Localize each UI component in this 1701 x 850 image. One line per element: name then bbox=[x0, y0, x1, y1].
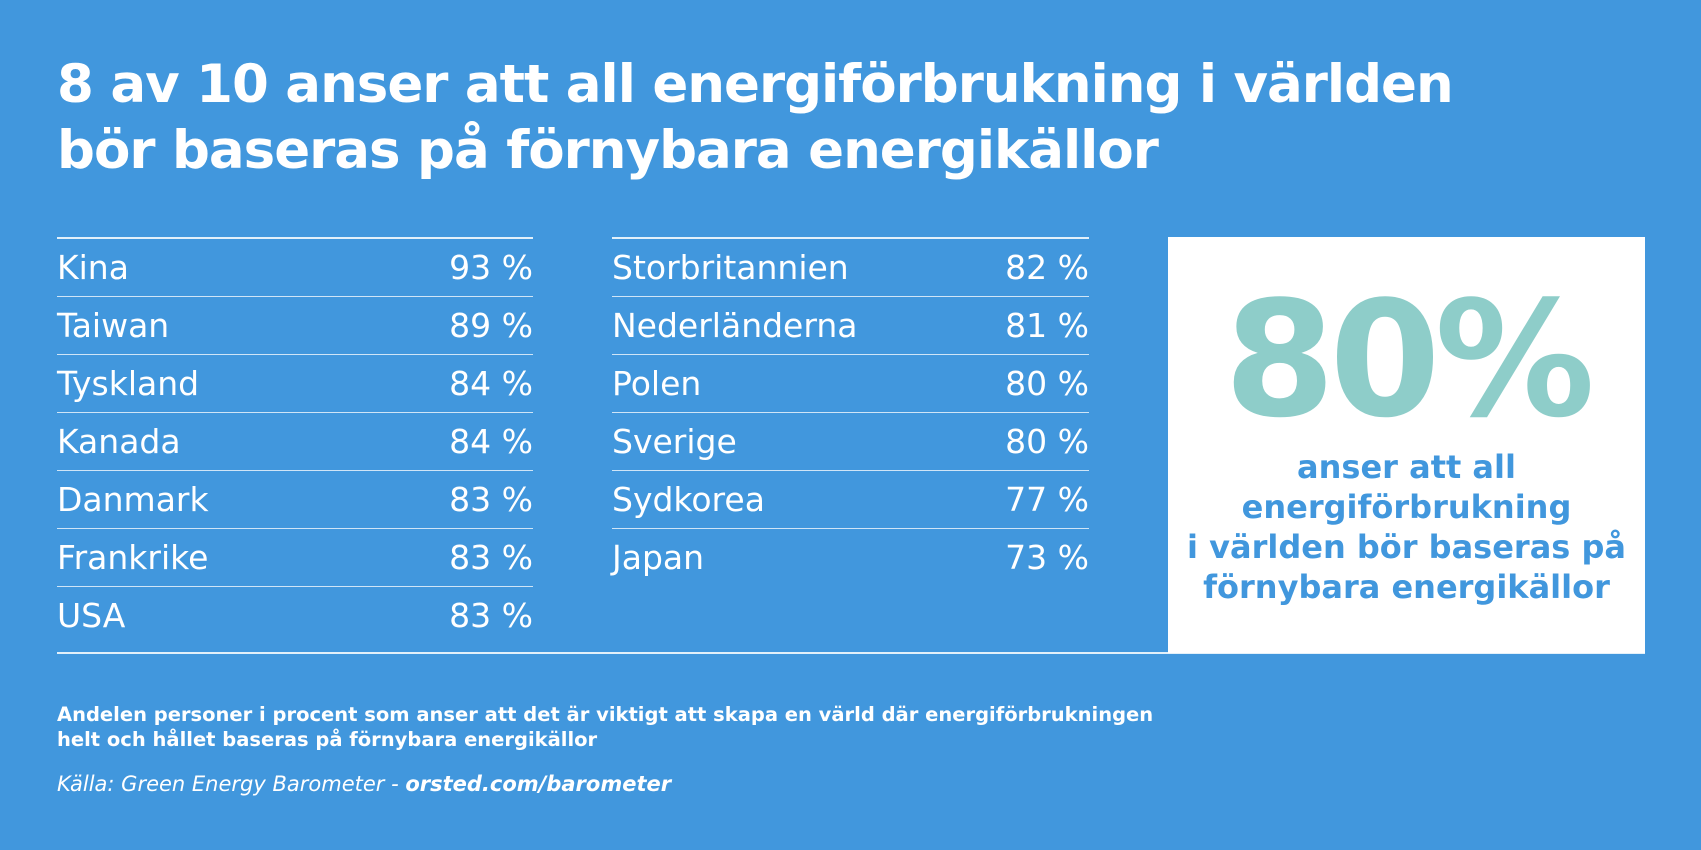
country-percentage: 77 % bbox=[1005, 480, 1089, 519]
highlight-caption-line: i världen bör baseras på bbox=[1187, 528, 1626, 566]
table-row: Sydkorea 77 % bbox=[612, 471, 1089, 529]
country-percentage: 80 % bbox=[1005, 422, 1089, 461]
country-table-right: Storbritannien 82 % Nederländerna 81 % Polen… bbox=[612, 237, 1089, 586]
table-row: Japan 73 % bbox=[612, 529, 1089, 586]
table-row: Nederländerna 81 % bbox=[612, 297, 1089, 355]
country-percentage: 83 % bbox=[449, 538, 533, 577]
country-percentage: 93 % bbox=[449, 248, 533, 287]
table-row: USA 83 % bbox=[57, 587, 533, 644]
country-table-left: Kina 93 % Taiwan 89 % Tyskland 84 % Kanada 84 %… bbox=[57, 237, 533, 644]
country-name: Nederländerna bbox=[612, 306, 858, 345]
footnote-line: Andelen personer i procent som anser att… bbox=[57, 703, 1154, 726]
country-name: Frankrike bbox=[57, 538, 209, 577]
country-name: USA bbox=[57, 596, 126, 635]
table-row: Frankrike 83 % bbox=[57, 529, 533, 587]
country-percentage: 81 % bbox=[1005, 306, 1089, 345]
source-credit: Källa: Green Energy Barometer - orsted.c… bbox=[57, 772, 671, 796]
country-name: Polen bbox=[612, 364, 702, 403]
country-percentage: 83 % bbox=[449, 596, 533, 635]
page-title: 8 av 10 anser att all energiförbrukning … bbox=[57, 54, 1454, 181]
country-name: Tyskland bbox=[57, 364, 200, 403]
country-percentage: 82 % bbox=[1005, 248, 1089, 287]
highlight-caption-line: förnybara energikällor bbox=[1203, 568, 1610, 606]
country-name: Taiwan bbox=[57, 306, 170, 345]
country-percentage: 84 % bbox=[449, 364, 533, 403]
country-percentage: 84 % bbox=[449, 422, 533, 461]
country-percentage: 83 % bbox=[449, 480, 533, 519]
footnote: Andelen personer i procent som anser att… bbox=[57, 702, 1207, 752]
table-row: Polen 80 % bbox=[612, 355, 1089, 413]
table-row: Kanada 84 % bbox=[57, 413, 533, 471]
footnote-line: helt och hållet baseras på förnybara ene… bbox=[57, 728, 598, 751]
country-percentage: 89 % bbox=[449, 306, 533, 345]
table-row: Danmark 83 % bbox=[57, 471, 533, 529]
country-name: Sydkorea bbox=[612, 480, 765, 519]
country-name: Japan bbox=[612, 538, 705, 577]
highlight-caption-line: anser att all bbox=[1297, 448, 1516, 486]
country-name: Danmark bbox=[57, 480, 209, 519]
country-name: Sverige bbox=[612, 422, 737, 461]
table-row: Taiwan 89 % bbox=[57, 297, 533, 355]
table-row: Tyskland 84 % bbox=[57, 355, 533, 413]
table-row: Sverige 80 % bbox=[612, 413, 1089, 471]
highlight-caption-line: energiförbrukning bbox=[1241, 488, 1572, 526]
country-name: Storbritannien bbox=[612, 248, 849, 287]
highlight-box: 80% anser att all energiförbrukning i vä… bbox=[1168, 237, 1645, 653]
country-name: Kanada bbox=[57, 422, 181, 461]
table-row: Kina 93 % bbox=[57, 239, 533, 297]
country-percentage: 80 % bbox=[1005, 364, 1089, 403]
country-percentage: 73 % bbox=[1005, 538, 1089, 577]
source-prefix: Källa: Green Energy Barometer - bbox=[57, 772, 406, 796]
highlight-caption: anser att all energiförbrukning i världe… bbox=[1178, 447, 1635, 607]
country-name: Kina bbox=[57, 248, 129, 287]
table-row: Storbritannien 82 % bbox=[612, 239, 1089, 297]
source-link[interactable]: orsted.com/barometer bbox=[405, 772, 672, 796]
table-bottom-divider bbox=[57, 652, 1645, 654]
highlight-value: 80% bbox=[1224, 266, 1595, 453]
